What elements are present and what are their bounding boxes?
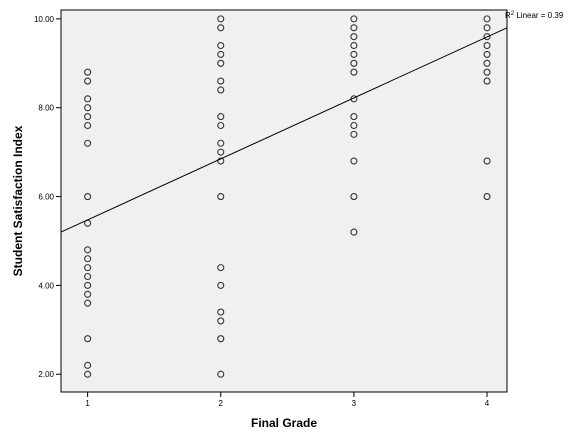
data-point [84,95,92,103]
y-axis: 2.00 4.00 6.00 8.00 10.00 [34,15,61,379]
data-point [84,272,92,281]
data-point [84,335,92,343]
x-axis-title: Final Grade [251,416,317,430]
data-point [350,157,358,165]
data-point [217,264,225,272]
data-point [350,41,358,50]
data-point [217,50,225,58]
data-point [84,361,92,369]
data-point [217,193,225,201]
data-point [350,113,358,121]
data-point [483,77,491,85]
y-tick-label: 8.00 [38,104,54,113]
x-tick-label: 2 [219,399,224,408]
data-point [84,281,92,289]
data-point [350,33,358,41]
data-point [84,113,92,121]
y-axis-title: Student Satisfaction Index [11,125,25,276]
data-point [217,121,225,130]
y-tick-label: 6.00 [38,193,54,202]
data-point [84,193,92,201]
data-point [217,15,225,23]
data-point [84,246,92,254]
data-point [84,68,92,76]
data-point [217,86,225,94]
data-point [217,335,225,343]
x-axis: 1 2 3 4 [85,392,490,408]
data-point [84,299,92,307]
data-point [84,264,92,272]
data-point [217,41,225,50]
data-point [483,59,491,67]
data-point [483,50,491,58]
data-point [483,41,491,50]
data-point [350,68,358,76]
x-tick-label: 4 [485,399,490,408]
data-point [217,59,225,67]
data-point [217,24,225,32]
data-point [483,68,491,76]
data-point [217,113,225,121]
data-point [217,157,225,165]
data-point [217,308,225,316]
data-point [483,33,491,41]
data-point [483,157,491,165]
data-point [84,255,92,263]
data-point [350,228,358,236]
data-point [217,148,225,156]
data-point [350,121,358,130]
y-tick-label: 10.00 [34,15,55,24]
data-point [217,139,225,147]
x-tick-label: 3 [352,399,357,408]
data-point [483,193,491,201]
data-point [350,50,358,58]
data-point [350,193,358,201]
data-point [483,15,491,23]
data-point [217,370,225,378]
data-point [84,290,92,298]
data-point [217,281,225,289]
data-point [483,24,491,32]
x-tick-label: 1 [85,399,90,408]
data-point [350,130,358,138]
data-points [84,15,491,378]
data-point [84,104,92,112]
data-point [84,121,92,130]
y-tick-label: 4.00 [38,281,54,290]
data-point [84,77,92,85]
y-tick-label: 2.00 [38,370,54,379]
data-point [350,59,358,67]
data-point [84,139,92,147]
plot-area [60,9,508,393]
data-point [217,77,225,85]
data-point [217,317,225,325]
data-point [350,15,358,23]
data-point [350,24,358,32]
fit-line [60,27,508,233]
r2-label: R2 Linear = 0.39 [505,11,564,20]
data-point [84,370,92,378]
